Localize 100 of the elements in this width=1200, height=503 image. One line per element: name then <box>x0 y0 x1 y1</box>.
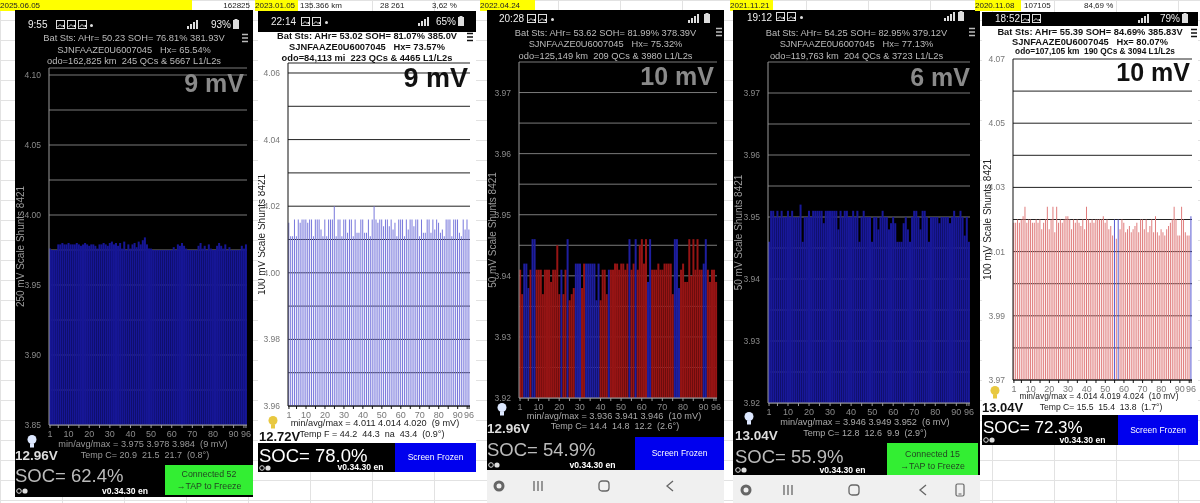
y-tick-label: 3.94 <box>743 274 761 285</box>
y-tick-label: 3.92 <box>743 398 761 409</box>
x-tick-label: 40 <box>595 402 606 412</box>
y-tick-label: 4.06 <box>263 68 281 79</box>
text: odo=125,149 km 209 QCs & 3980 L1/L2s <box>518 50 693 62</box>
chart-title: Bat Sts: AHr= 53.02 SOH= 81.07% 385.0V <box>276 30 458 42</box>
y-tick-label: 4.10 <box>24 70 42 81</box>
annotation: odo=84,113 mi 223 QCs & 4465 L1/L2s <box>281 52 453 64</box>
text: SOC= 62.4% <box>15 465 124 487</box>
y-tick-label: 3.92 <box>494 393 512 404</box>
x-tick-label: 30 <box>104 429 115 439</box>
text: min/avg/max = 4.011 4.014 4.020 (9 mV) <box>290 418 460 429</box>
y-tick-label: 3.97 <box>743 88 761 99</box>
annotation: 10 mV <box>640 62 714 90</box>
x-tick-label: 10 <box>782 407 793 417</box>
x-tick-label: 30 <box>1063 384 1074 394</box>
x-tick-label: 40 <box>1081 384 1092 394</box>
y-tick-label: 3.95 <box>24 280 42 291</box>
x-tick-label: 50 <box>376 410 387 420</box>
chart-title: Bat Sts: AHr= 55.39 SOH= 84.69% 385.83V <box>997 27 1183 37</box>
x-tick-label: 60 <box>166 429 177 439</box>
text: 9:55 <box>28 18 48 32</box>
x-tick-label: 80 <box>1156 384 1167 394</box>
chart-subtitle: SJNFAAZE0U6007045 Hx= 65.54% <box>57 44 211 56</box>
x-tick-label: 40 <box>846 407 857 417</box>
x-tick-label: 10 <box>1025 384 1036 394</box>
x-tick-label: 50 <box>1100 384 1111 394</box>
x-tick-label: 1 <box>766 407 772 417</box>
text: SOC= 54.9% <box>487 439 596 461</box>
x-tick-label: 10 <box>63 429 74 439</box>
x-tick-label: 60 <box>1118 384 1129 394</box>
text: odo=119,763 km 204 QCs & 3723 L1/L2s <box>769 50 944 62</box>
x-tick-label: 60 <box>888 407 899 417</box>
x-tick-label: 20 <box>1044 384 1055 394</box>
y-tick-label: 4.05 <box>988 118 1006 129</box>
text: Connected 15 <box>905 448 960 460</box>
y-tick-label: 3.93 <box>494 331 512 342</box>
text: 22:14 <box>271 15 297 29</box>
text: Temp F = 44.2 44.3 na 43.4 (0.9°) <box>299 429 445 439</box>
x-tick-label: 90 <box>1174 384 1185 394</box>
x-tick-label: 1 <box>47 429 53 439</box>
y-tick-label: 3.96 <box>494 148 512 159</box>
text: 3,62 % <box>432 0 457 11</box>
text: 12.96V <box>15 448 58 463</box>
text: SOC= 55.9% <box>735 446 844 467</box>
x-tick-label: 40 <box>357 410 368 420</box>
text: Temp C= 14.4 14.8 12.2 (2.6°) <box>550 421 680 432</box>
x-tick-label: 20 <box>554 402 565 412</box>
x-tick-label: 70 <box>414 410 425 420</box>
text: 12.96V <box>487 421 530 436</box>
text: Screen Frozen <box>1130 424 1186 437</box>
text: odo=107,105 km 190 QCs & 3094 L1/L2s <box>1015 46 1175 56</box>
text: 2022.04.24 <box>480 0 521 11</box>
y-tick-label: 3.97 <box>494 87 512 98</box>
x-tick-label: 50 <box>146 429 157 439</box>
chart-title: Bat Sts: AHr= 54.25 SOH= 82.95% 379.12V <box>765 27 948 39</box>
text: 18:52 <box>995 12 1021 26</box>
x-tick-label: 20 <box>319 410 330 420</box>
text: 79% <box>1159 12 1180 26</box>
chart-title: Bat Sts: AHr= 53.62 SOH= 81.99% 378.39V <box>514 27 697 39</box>
y-tick-label: 3.85 <box>24 420 42 431</box>
y-tick-label: 4.00 <box>263 267 281 278</box>
chart-subtitle: SJNFAAZE0U6007045 Hx= 80.07% <box>1012 37 1168 47</box>
y-tick-label: 4.00 <box>24 210 42 221</box>
x-tick-label: 80 <box>677 402 688 412</box>
annotation: 6 mV <box>910 63 970 91</box>
text: 65% <box>435 15 456 29</box>
text: 107105 <box>1024 0 1051 11</box>
y-tick-label: 3.97 <box>988 375 1006 386</box>
x-tick-label: 96 <box>240 429 251 439</box>
x-tick-label: 90 <box>452 410 463 420</box>
x-tick-label: 1 <box>1011 384 1017 394</box>
text: Connected 52 <box>181 468 237 480</box>
text: →TAP to Freeze <box>900 460 965 472</box>
y-tick-label: 3.90 <box>24 350 42 361</box>
text: 135.366 km <box>300 0 342 11</box>
y-tick-label: 3.96 <box>263 401 281 412</box>
text: v0.34.30 en <box>569 460 616 470</box>
x-tick-label: 30 <box>825 407 836 417</box>
x-tick-label: 30 <box>338 410 349 420</box>
x-tick-label: 70 <box>909 407 920 417</box>
text: 19:12 <box>747 11 773 25</box>
y-tick-label: 4.05 <box>24 140 42 151</box>
text: odo=162,825 km 245 QCs & 5667 L1/L2s <box>47 55 221 67</box>
x-tick-label: 10 <box>533 402 544 412</box>
x-tick-label: 90 <box>228 429 239 439</box>
chart-subtitle: SJNFAAZE0U6007045 Hx= 73.57% <box>289 41 445 53</box>
x-tick-label: 90 <box>951 407 962 417</box>
text: 13.04V <box>982 400 1024 415</box>
x-tick-label: 10 <box>301 410 312 420</box>
x-tick-label: 80 <box>930 407 941 417</box>
x-tick-label: 96 <box>963 407 974 417</box>
text: Temp C= 15.5 15.4 13.8 (1.7°) <box>1039 402 1163 413</box>
x-tick-label: 60 <box>636 402 647 412</box>
x-tick-label: 96 <box>464 410 475 420</box>
x-tick-label: 20 <box>84 429 95 439</box>
x-tick-label: 1 <box>286 410 292 420</box>
text: SOC= 72.3% <box>983 418 1083 437</box>
chart-title: Bat Sts: AHr= 50.23 SOH= 76.81% 381.93V <box>43 32 225 44</box>
text: 12.72V <box>259 429 301 444</box>
